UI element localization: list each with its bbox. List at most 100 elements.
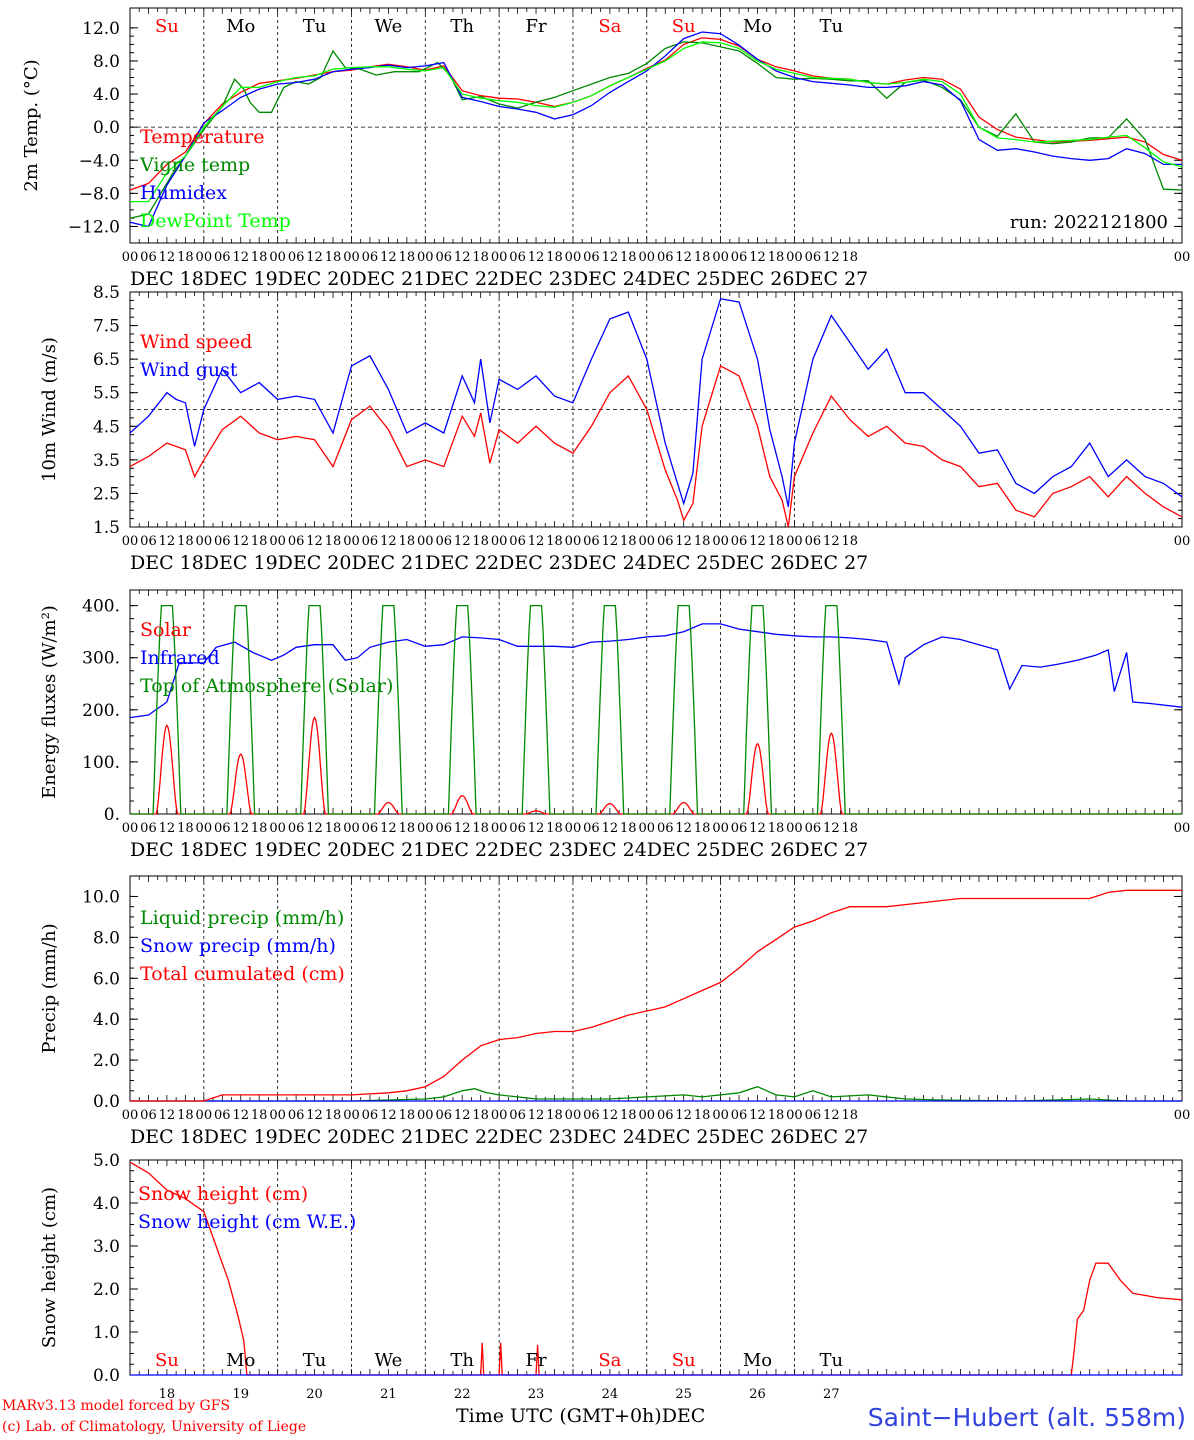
legend-entry: Snow height (cm W.E.) [138,1211,356,1233]
series-line [130,889,1182,1102]
hour-label: 12 [159,821,176,836]
day-number-label: 26 [749,1387,766,1402]
hour-label: 12 [823,1108,840,1123]
day-number-label: 27 [823,1387,840,1402]
date-label: DEC 21 [351,1126,425,1148]
day-of-week-label: Su [155,16,179,37]
day-of-week-label: Tu [820,16,844,37]
x-axis-month: DEC [661,1405,706,1427]
legend-entry: Liquid precip (mm/h) [140,907,344,929]
hour-label: 00 [786,250,803,265]
hour-label: 12 [306,1108,323,1123]
hour-label: 18 [694,534,711,549]
date-label: DEC 23 [499,552,573,574]
y-tick-label: 4.0 [93,1194,120,1214]
legend-entry: Wind speed [140,331,252,353]
hour-label: 00 [565,534,582,549]
series-line [130,41,1183,203]
hour-label: 06 [435,821,452,836]
date-label: DEC 22 [425,552,499,574]
hour-label: 06 [731,821,748,836]
hour-label: 06 [583,821,600,836]
hour-label: 00 [1174,821,1191,836]
hour-label: 06 [288,250,305,265]
hour-label: 06 [583,534,600,549]
hour-label: 18 [472,821,489,836]
date-label: DEC 19 [204,552,278,574]
hour-label: 18 [546,821,563,836]
day-of-week-label: Mo [226,16,255,37]
hour-label: 00 [491,534,508,549]
date-label: DEC 22 [425,1126,499,1148]
hour-label: 12 [823,250,840,265]
hour-label: 00 [638,534,655,549]
hour-label: 12 [749,250,766,265]
hour-label: 06 [140,534,157,549]
legend-entry: Snow precip (mm/h) [140,935,336,957]
hour-label: 06 [657,250,674,265]
hour-label: 06 [583,250,600,265]
hour-label: 00 [269,1108,286,1123]
station-label: Saint−Hubert (alt. 558m) [867,1403,1186,1432]
hour-label: 12 [232,250,249,265]
hour-label: 18 [177,821,194,836]
series-line [129,623,1183,719]
hour-label: 06 [731,534,748,549]
hour-label: 00 [122,1108,139,1123]
hour-label: 00 [1174,534,1191,549]
hour-label: 00 [343,250,360,265]
y-tick-label: 5.0 [93,1151,120,1171]
date-label: DEC 21 [351,839,425,861]
day-of-week-label: Sa [598,1350,621,1371]
x-axis-title-text: Time UTC (GMT+0h) [456,1405,662,1427]
y-tick-label: 8.0 [93,928,120,948]
hour-label: 00 [122,534,139,549]
hour-label: 18 [546,1108,563,1123]
hour-label: 12 [528,534,545,549]
series-line [129,31,1182,228]
hour-label: 06 [805,534,822,549]
hour-label: 06 [288,534,305,549]
hour-label: 00 [565,1108,582,1123]
hour-label: 18 [768,1108,785,1123]
date-label: DEC 26 [721,839,795,861]
legend-entry: Vigne temp [139,154,250,176]
y-tick-label: 5.5 [93,384,120,404]
y-tick-label: 3.0 [93,1237,120,1257]
y-tick-label: 300. [82,649,120,669]
date-label: DEC 25 [647,552,721,574]
hour-label: 00 [491,821,508,836]
day-number-label: 20 [306,1387,323,1402]
hour-label: 18 [251,1108,268,1123]
y-tick-label: −12.0 [68,217,120,237]
hour-label: 12 [232,821,249,836]
y-tick-label: 4.0 [93,85,120,105]
y-tick-label: 400. [82,597,120,617]
hour-label: 12 [823,534,840,549]
hour-label: 18 [768,534,785,549]
hour-label: 00 [638,1108,655,1123]
day-of-week-label: Mo [226,1350,255,1371]
hour-label: 06 [362,1108,379,1123]
hour-label: 00 [712,1108,729,1123]
hour-label: 06 [731,1108,748,1123]
y-axis-label: Energy fluxes (W/m²) [39,605,60,799]
hour-label: 18 [251,250,268,265]
day-of-week-label: Su [672,1350,696,1371]
hour-label: 00 [1174,1108,1191,1123]
hour-label: 06 [140,250,157,265]
legend-entry: DewPoint Temp [140,210,291,232]
hour-label: 00 [343,1108,360,1123]
date-label: DEC 18 [130,268,204,290]
legend-entry: Top of Atmosphere (Solar) [140,675,393,697]
y-tick-label: 6.5 [93,350,120,370]
hour-label: 06 [657,1108,674,1123]
hour-label: 00 [712,250,729,265]
hour-label: 00 [417,821,434,836]
hour-label: 18 [325,250,342,265]
y-tick-label: 0.0 [93,1092,120,1112]
hour-label: 12 [823,821,840,836]
hour-label: 18 [768,250,785,265]
legend-entry: Snow height (cm) [138,1183,308,1205]
y-tick-label: 1.0 [93,1323,120,1343]
